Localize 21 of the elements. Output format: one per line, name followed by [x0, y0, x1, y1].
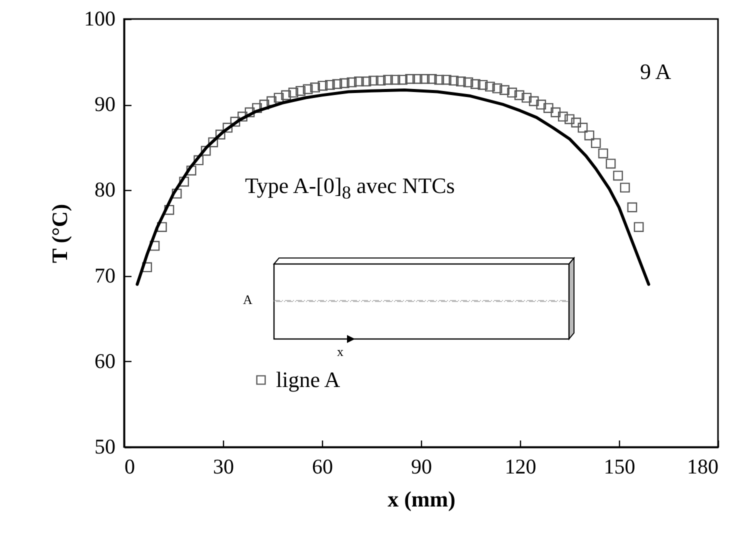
y-tick-label: 50: [94, 434, 116, 458]
x-axis-title: x (mm): [388, 486, 456, 512]
y-tick-label: 60: [94, 348, 116, 373]
x-tick-label: 150: [604, 454, 636, 478]
annotation: 9 A: [640, 59, 672, 84]
y-tick-label: 70: [94, 263, 116, 288]
x-tick-label: 30: [213, 454, 234, 478]
y-axis-title: T (°C): [47, 204, 72, 264]
y-tick-label: 90: [94, 92, 116, 116]
x-tick-label: 90: [411, 454, 432, 478]
line-series: [136, 88, 650, 286]
annotation: x: [337, 344, 344, 359]
legend-label: ligne A: [276, 367, 340, 392]
annotation: A: [243, 292, 252, 307]
annotation: Type A-[0]$_{8}$ avec NTCs: [245, 173, 455, 202]
y-tick-label: 100: [84, 6, 116, 30]
x-tick-label: 120: [504, 454, 536, 478]
x-tick-label: 0: [124, 454, 135, 478]
x-tick-label: 60: [312, 454, 333, 478]
y-tick-label: 80: [94, 178, 116, 202]
x-tick-label: 180: [687, 454, 718, 478]
